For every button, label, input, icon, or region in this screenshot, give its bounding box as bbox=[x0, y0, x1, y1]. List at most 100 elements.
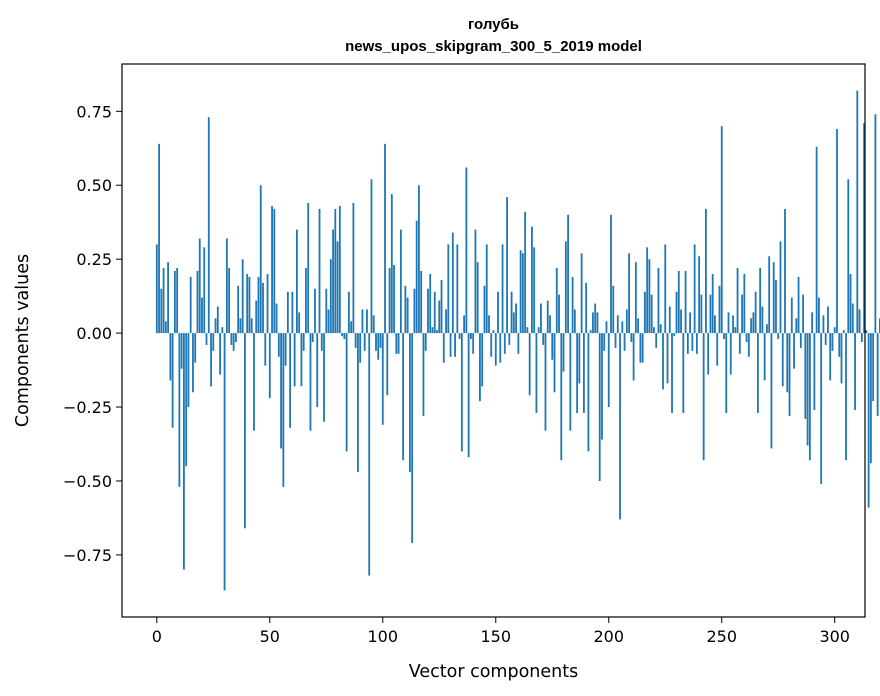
bar-101 bbox=[384, 143, 386, 334]
bar-172 bbox=[544, 333, 547, 431]
bar-261 bbox=[745, 333, 748, 342]
bar-48 bbox=[264, 333, 267, 366]
bar-162 bbox=[521, 253, 524, 334]
bar-272 bbox=[770, 333, 773, 449]
bar-52 bbox=[273, 208, 276, 334]
bar-249 bbox=[718, 285, 721, 334]
bar-37 bbox=[239, 318, 242, 334]
bar-276 bbox=[779, 241, 782, 334]
bar-315 bbox=[867, 333, 870, 508]
bar-63 bbox=[298, 312, 301, 334]
bar-282 bbox=[793, 333, 795, 369]
bar-294 bbox=[820, 333, 823, 484]
bar-6 bbox=[169, 333, 172, 381]
bar-310 bbox=[856, 90, 859, 334]
bar-142 bbox=[476, 262, 479, 334]
bar-87 bbox=[352, 202, 355, 334]
x-tick-label: 100 bbox=[367, 627, 398, 646]
bar-43 bbox=[253, 333, 255, 431]
bar-175 bbox=[551, 333, 554, 360]
bar-149 bbox=[492, 330, 495, 334]
bar-113 bbox=[411, 333, 414, 544]
bars-group bbox=[155, 90, 880, 591]
x-tick-label: 250 bbox=[706, 627, 737, 646]
bar-50 bbox=[268, 333, 271, 399]
bar-265 bbox=[754, 291, 757, 334]
bar-195 bbox=[596, 312, 599, 334]
bar-164 bbox=[526, 327, 529, 334]
bar-8 bbox=[173, 271, 176, 334]
bar-133 bbox=[456, 244, 459, 334]
bar-152 bbox=[499, 333, 502, 363]
bar-296 bbox=[824, 333, 827, 345]
bar-199 bbox=[605, 321, 608, 334]
bar-264 bbox=[752, 312, 755, 334]
bar-29 bbox=[221, 327, 224, 334]
bar-248 bbox=[716, 333, 719, 366]
bar-224 bbox=[662, 333, 664, 390]
bar-130 bbox=[449, 333, 452, 357]
bar-313 bbox=[863, 123, 865, 334]
bar-297 bbox=[827, 306, 829, 334]
bar-188 bbox=[580, 253, 583, 334]
bar-64 bbox=[300, 333, 303, 387]
bar-131 bbox=[451, 232, 454, 334]
bar-68 bbox=[309, 333, 312, 431]
bar-189 bbox=[582, 333, 585, 413]
y-axis: −0.75 −0.50 −0.25 0.00 0.25 0.50 0.75 bbox=[63, 102, 122, 565]
bar-38 bbox=[241, 259, 244, 334]
bar-116 bbox=[418, 185, 420, 334]
bar-153 bbox=[501, 244, 504, 334]
bar-1 bbox=[158, 143, 160, 334]
x-axis-label: Vector components bbox=[409, 662, 578, 682]
bar-94 bbox=[368, 333, 371, 576]
bar-126 bbox=[440, 279, 443, 334]
bar-231 bbox=[677, 271, 680, 334]
bar-32 bbox=[228, 268, 231, 334]
bar-20 bbox=[201, 297, 203, 334]
bar-253 bbox=[727, 312, 730, 334]
bar-138 bbox=[467, 333, 470, 458]
bar-91 bbox=[361, 309, 364, 334]
bar-309 bbox=[854, 333, 856, 410]
bar-92 bbox=[363, 333, 366, 351]
x-tick-label: 0 bbox=[152, 627, 162, 646]
bar-15 bbox=[189, 276, 192, 334]
bar-215 bbox=[641, 333, 644, 363]
bar-191 bbox=[587, 333, 590, 452]
bar-184 bbox=[571, 276, 574, 334]
bar-86 bbox=[350, 321, 353, 334]
bar-230 bbox=[675, 291, 678, 334]
bar-258 bbox=[738, 333, 741, 354]
bar-96 bbox=[372, 315, 375, 334]
bar-41 bbox=[248, 276, 251, 334]
bar-13 bbox=[185, 333, 188, 467]
bar-104 bbox=[390, 194, 393, 334]
bar-285 bbox=[799, 333, 802, 348]
bar-70 bbox=[314, 288, 316, 334]
bar-141 bbox=[474, 229, 477, 334]
bar-246 bbox=[711, 273, 714, 334]
bar-59 bbox=[289, 333, 292, 428]
bar-221 bbox=[655, 333, 658, 348]
bar-7 bbox=[171, 333, 174, 428]
bar-80 bbox=[336, 241, 339, 334]
bar-237 bbox=[691, 333, 694, 351]
bar-84 bbox=[345, 333, 348, 452]
bar-269 bbox=[763, 333, 766, 381]
bar-136 bbox=[463, 315, 466, 334]
bar-316 bbox=[869, 333, 872, 464]
bar-275 bbox=[777, 333, 780, 340]
bar-293 bbox=[818, 297, 820, 334]
bar-159 bbox=[515, 303, 517, 334]
bar-177 bbox=[555, 268, 558, 334]
bar-307 bbox=[849, 273, 852, 334]
bar-23 bbox=[207, 117, 210, 334]
chart-subtitle: news_upos_skipgram_300_5_2019 model bbox=[345, 38, 642, 55]
bar-11 bbox=[180, 333, 183, 369]
bar-232 bbox=[680, 309, 682, 334]
bar-140 bbox=[472, 333, 475, 354]
bar-121 bbox=[429, 273, 432, 334]
bar-243 bbox=[705, 208, 707, 334]
bar-106 bbox=[395, 333, 398, 354]
